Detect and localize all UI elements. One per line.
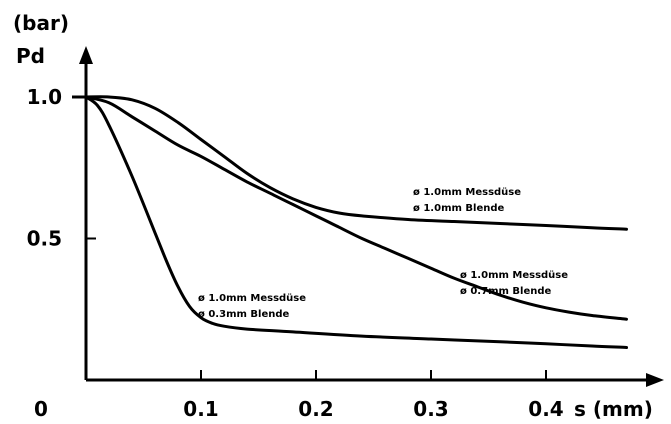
- series-annotation-2-line-1: ø 1.0mm Messdüse: [460, 270, 568, 281]
- series-line-3: [84, 95, 628, 349]
- x-tick-label: 0.1: [183, 397, 218, 421]
- x-tick-label: 0.3: [413, 397, 448, 421]
- origin-label: 0: [34, 397, 48, 421]
- y-axis-arrow: [79, 46, 93, 64]
- x-axis-label: s (mm): [574, 397, 653, 421]
- series-annotation-1-line-2: ø 1.0mm Blende: [413, 203, 504, 214]
- x-axis-arrow: [646, 373, 664, 387]
- series-group: [84, 95, 628, 349]
- series-annotation-2-line-2: ø 0.7mm Blende: [460, 286, 551, 297]
- series-annotation-3-line-2: ø 0.3mm Blende: [198, 309, 289, 320]
- series-annotation-3-line-1: ø 1.0mm Messdüse: [198, 293, 306, 304]
- y-axis-label: Pd: [16, 44, 45, 68]
- series-line-1: [84, 95, 628, 231]
- x-tick-label: 0.2: [298, 397, 333, 421]
- tick-group: 0.1 0.2 0.3 0.4 1.0 0.5: [27, 85, 564, 421]
- x-tick-label: 0.4: [528, 397, 563, 421]
- y-tick-label: 1.0: [27, 85, 62, 109]
- y-axis-unit: (bar): [13, 11, 69, 35]
- y-tick-label: 0.5: [27, 227, 62, 251]
- series-line-2: [84, 95, 628, 321]
- annotation-group: ø 1.0mm Messdüse ø 1.0mm Blende ø 1.0mm Me…: [198, 187, 568, 320]
- series-annotation-1-line-1: ø 1.0mm Messdüse: [413, 187, 521, 198]
